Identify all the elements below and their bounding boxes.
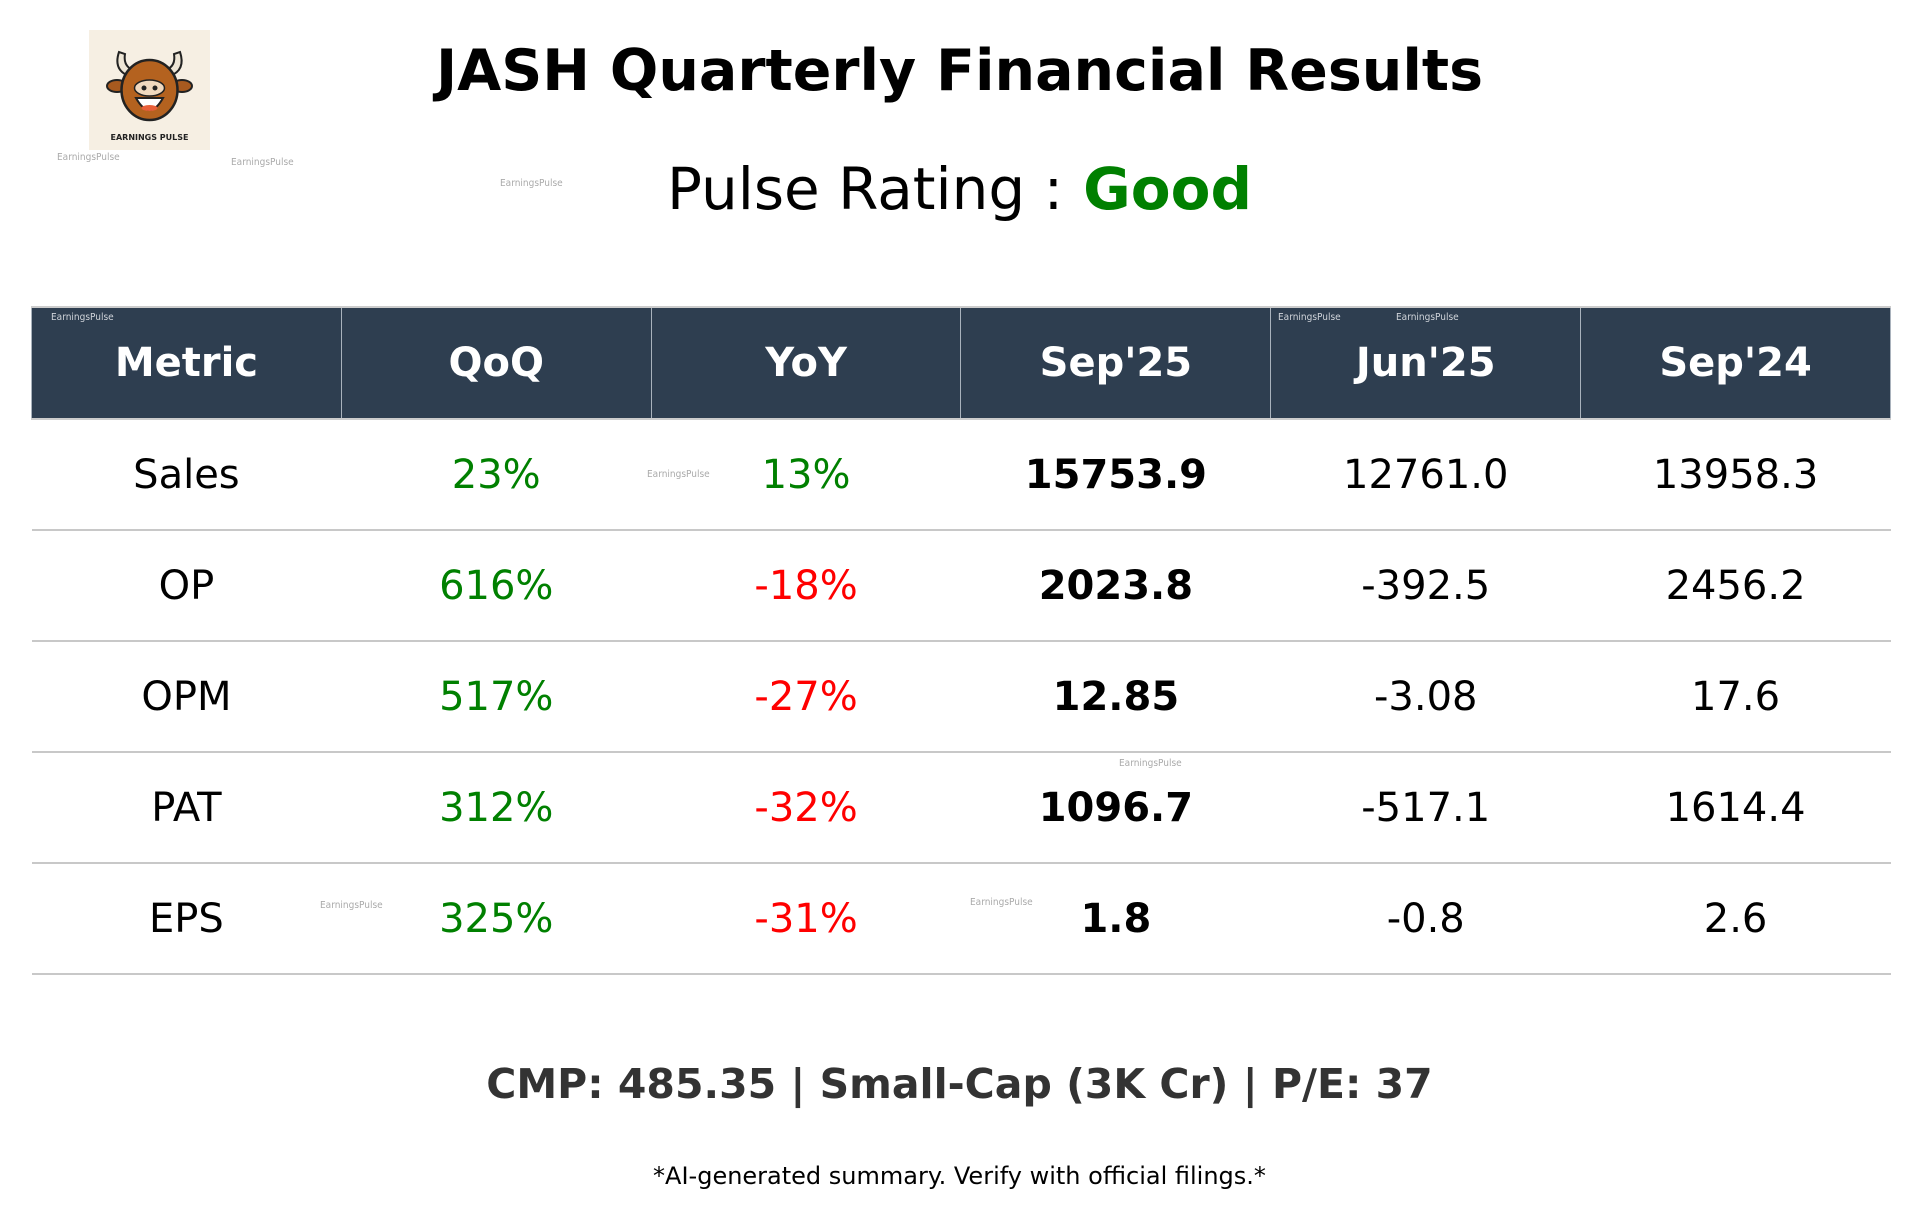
qoq-cell: 517% bbox=[341, 641, 652, 753]
watermark: EarningsPulse bbox=[1278, 312, 1341, 323]
yoy-cell: -27% bbox=[651, 641, 961, 753]
table-row: PAT 312% -32% 1096.7 -517.1 1614.4 bbox=[31, 752, 1891, 864]
jun25-cell: 12761.0 bbox=[1270, 419, 1581, 531]
sep24-cell: 1614.4 bbox=[1580, 752, 1891, 864]
yoy-cell: 13% bbox=[651, 419, 961, 531]
header-qoq: QoQ bbox=[340, 306, 652, 420]
table-header-row: Metric QoQ YoY Sep'25 Jun'25 Sep'24 bbox=[31, 306, 1891, 420]
rating-value: Good bbox=[1083, 155, 1252, 223]
bull-icon bbox=[106, 50, 193, 122]
watermark: EarningsPulse bbox=[1119, 758, 1182, 769]
table-row: OP 616% -18% 2023.8 -392.5 2456.2 bbox=[31, 530, 1891, 642]
sep25-cell: 12.85 bbox=[960, 641, 1271, 753]
watermark: EarningsPulse bbox=[51, 312, 114, 323]
sep24-cell: 2.6 bbox=[1580, 863, 1891, 975]
watermark: EarningsPulse bbox=[500, 178, 563, 189]
watermark: EarningsPulse bbox=[57, 152, 120, 163]
watermark: EarningsPulse bbox=[647, 469, 710, 480]
jun25-cell: -392.5 bbox=[1270, 530, 1581, 642]
header-metric: Metric bbox=[31, 306, 342, 420]
yoy-cell: -18% bbox=[651, 530, 961, 642]
jun25-cell: -0.8 bbox=[1270, 863, 1581, 975]
sep25-cell: 1.8 bbox=[960, 863, 1271, 975]
jun25-cell: -3.08 bbox=[1270, 641, 1581, 753]
watermark: EarningsPulse bbox=[970, 897, 1033, 908]
sep24-cell: 17.6 bbox=[1580, 641, 1891, 753]
sep24-cell: 13958.3 bbox=[1580, 419, 1891, 531]
rating-label: Pulse Rating : bbox=[667, 155, 1064, 223]
results-table: Metric QoQ YoY Sep'25 Jun'25 Sep'24 Sale… bbox=[31, 306, 1891, 975]
yoy-cell: -32% bbox=[651, 752, 961, 864]
jun25-cell: -517.1 bbox=[1270, 752, 1581, 864]
disclaimer: *AI-generated summary. Verify with offic… bbox=[653, 1162, 1266, 1190]
yoy-cell: -31% bbox=[651, 863, 961, 975]
market-summary: CMP: 485.35 | Small-Cap (3K Cr) | P/E: 3… bbox=[486, 1060, 1433, 1108]
pulse-rating: Pulse Rating : Good bbox=[0, 155, 1919, 223]
metric-cell: OP bbox=[31, 530, 342, 642]
earnings-pulse-logo: EARNINGS PULSE bbox=[89, 30, 210, 150]
table-row: OPM 517% -27% 12.85 -3.08 17.6 bbox=[31, 641, 1891, 753]
metric-cell: PAT bbox=[31, 752, 342, 864]
table-row: EPS 325% -31% 1.8 -0.8 2.6 bbox=[31, 863, 1891, 975]
header-sep25: Sep'25 bbox=[960, 306, 1272, 420]
qoq-cell: 23% bbox=[341, 419, 652, 531]
logo-text: EARNINGS PULSE bbox=[110, 133, 189, 142]
header-jun25: Jun'25 bbox=[1270, 306, 1582, 420]
watermark: EarningsPulse bbox=[231, 157, 294, 168]
table-row: Sales 23% 13% 15753.9 12761.0 13958.3 bbox=[31, 419, 1891, 531]
header-sep24: Sep'24 bbox=[1580, 306, 1891, 420]
metric-cell: EPS bbox=[31, 863, 342, 975]
sep25-cell: 15753.9 bbox=[960, 419, 1271, 531]
sep25-cell: 1096.7 bbox=[960, 752, 1271, 864]
sep24-cell: 2456.2 bbox=[1580, 530, 1891, 642]
sep25-cell: 2023.8 bbox=[960, 530, 1271, 642]
header-yoy: YoY bbox=[650, 306, 962, 420]
metric-cell: OPM bbox=[31, 641, 342, 753]
qoq-cell: 312% bbox=[341, 752, 652, 864]
page-title: JASH Quarterly Financial Results bbox=[435, 38, 1484, 104]
qoq-cell: 616% bbox=[341, 530, 652, 642]
qoq-cell: 325% bbox=[341, 863, 652, 975]
metric-cell: Sales bbox=[31, 419, 342, 531]
watermark: EarningsPulse bbox=[320, 900, 383, 911]
watermark: EarningsPulse bbox=[1396, 312, 1459, 323]
